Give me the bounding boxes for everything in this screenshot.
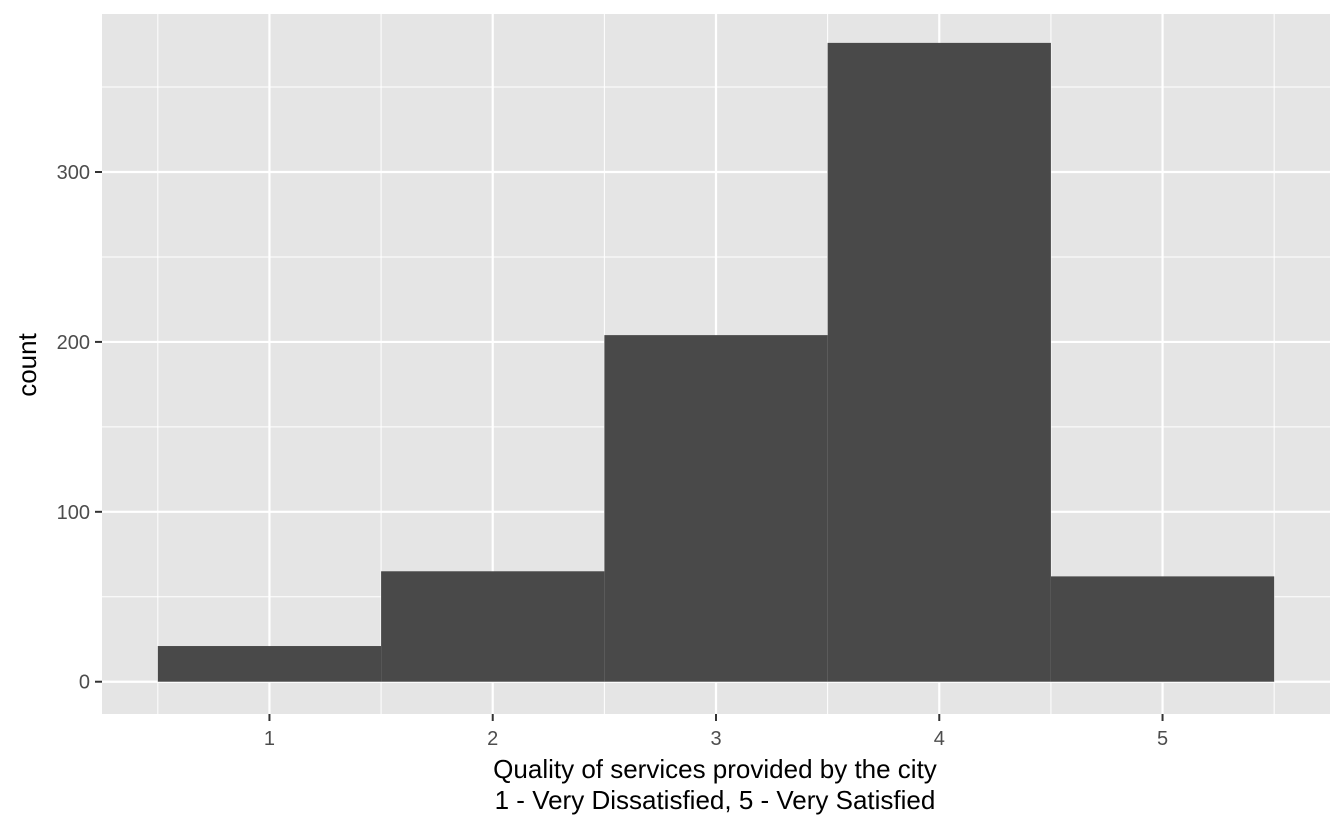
y-tick-label: 200 [57,332,90,354]
y-axis-title: count [12,332,42,396]
y-tick-label: 300 [57,162,90,184]
x-tick-label: 5 [1157,728,1168,750]
x-tick-label: 1 [264,728,275,750]
histogram-bar-3 [604,335,828,682]
histogram-bar-4 [827,42,1051,682]
histogram-bars [157,42,1275,682]
y-tick-label: 100 [57,502,90,524]
x-tick-label: 3 [710,728,721,750]
x-axis: 1 2 3 4 5 [264,714,1168,750]
y-tick-label: 0 [79,672,90,694]
histogram-bar-2 [381,571,605,682]
x-axis-subtitle: 1 - Very Dissatisfied, 5 - Very Satisfie… [495,785,936,815]
histogram-bar-5 [1050,576,1275,682]
x-axis-title: Quality of services provided by the city [493,754,937,784]
y-axis: 0 100 200 300 [57,162,102,694]
histogram-bar-1 [157,646,382,682]
x-tick-label: 4 [934,728,945,750]
x-tick-label: 2 [487,728,498,750]
